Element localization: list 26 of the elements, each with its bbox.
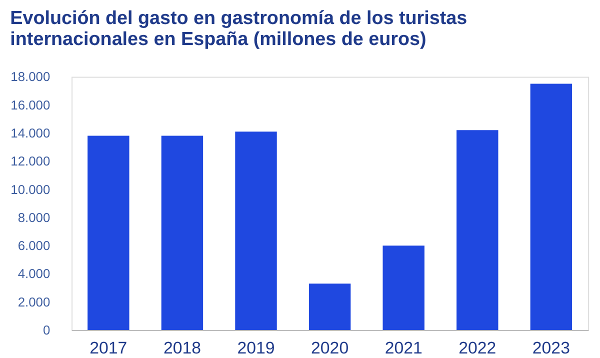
- y-tick-label: 2.000: [18, 294, 50, 310]
- bar: [530, 84, 572, 330]
- y-tick-label: 14.000: [10, 125, 50, 140]
- bar: [161, 136, 204, 330]
- bar: [235, 132, 277, 330]
- x-tick-label: 2020: [311, 338, 349, 358]
- y-tick-label: 6.000: [18, 238, 50, 254]
- x-tick-label: 2022: [458, 338, 496, 358]
- x-tick-label: 2017: [90, 338, 128, 358]
- y-tick-label: 16.000: [10, 97, 50, 112]
- bar: [308, 284, 351, 330]
- x-tick-label: 2018: [163, 338, 201, 358]
- y-tick-label: 10.000: [10, 182, 50, 197]
- bar: [456, 130, 498, 330]
- bar: [382, 246, 424, 330]
- bar: [88, 136, 130, 330]
- y-tick-label: 4.000: [18, 266, 50, 282]
- y-tick-label: 8.000: [18, 210, 50, 225]
- text: Evolución del gasto en gastronomía de los turistas: [10, 7, 468, 28]
- text: internacionales en España (millones de euros): [10, 28, 426, 49]
- y-tick-label: 0: [42, 322, 50, 338]
- y-tick-label: 12.000: [10, 154, 50, 169]
- x-tick-label: 2021: [384, 338, 422, 358]
- y-tick-label: 18.000: [10, 69, 50, 84]
- x-tick-label: 2023: [532, 338, 570, 358]
- x-tick-label: 2019: [237, 338, 275, 358]
